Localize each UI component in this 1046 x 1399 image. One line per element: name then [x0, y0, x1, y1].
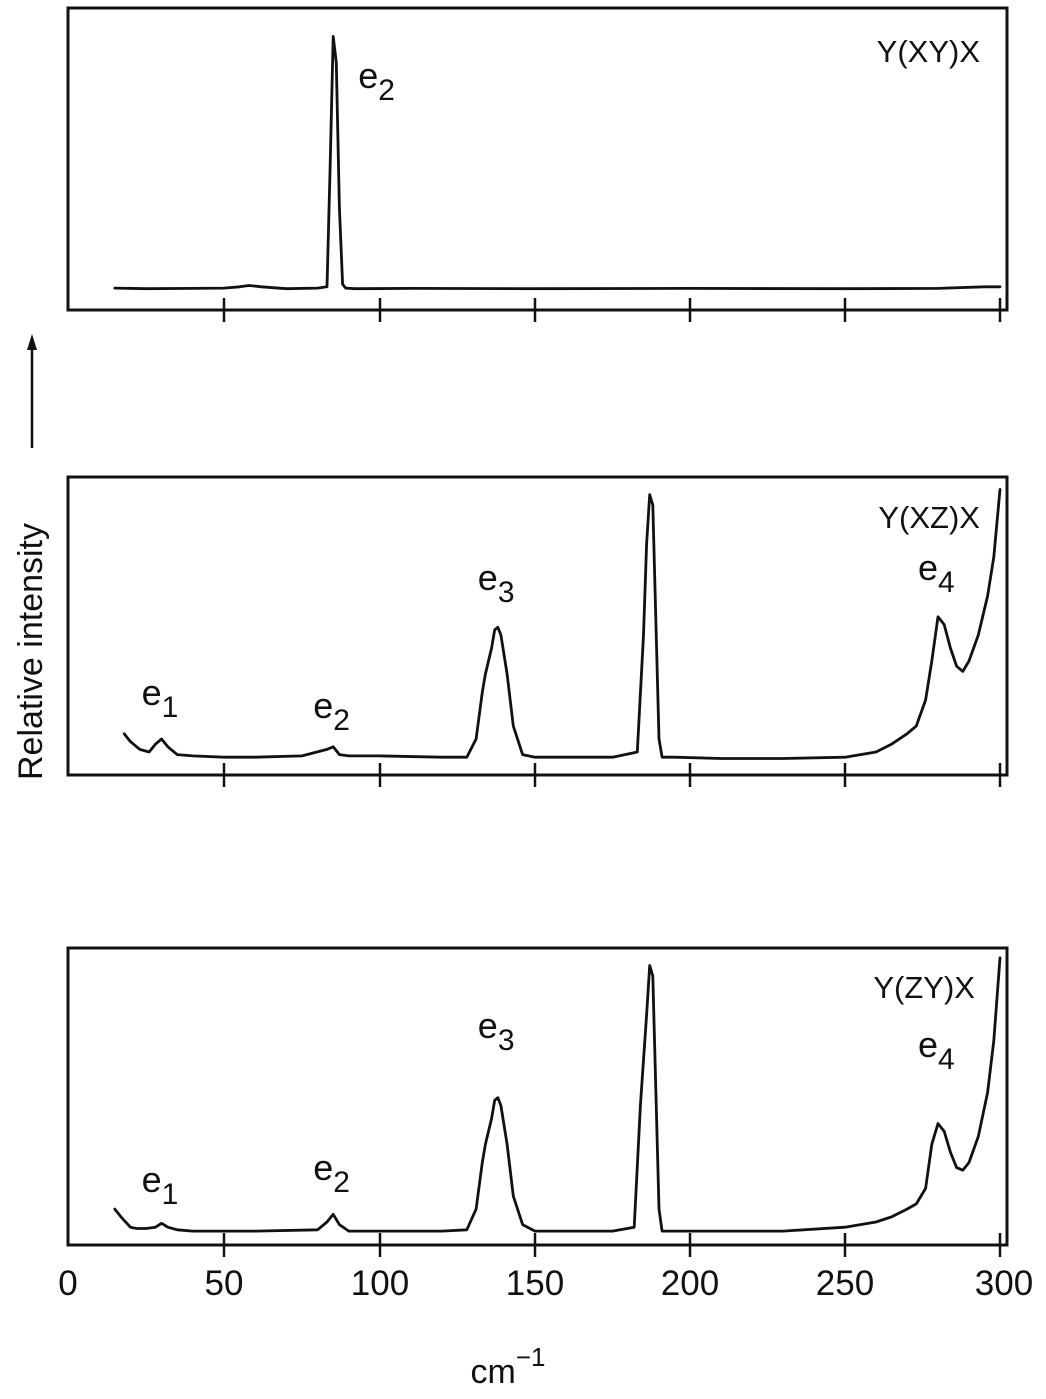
peak-label: e2 — [313, 685, 350, 737]
x-tick-label: 150 — [506, 1264, 564, 1303]
peak-label-base: e — [478, 1005, 498, 1046]
peak-label: e2 — [313, 1147, 350, 1199]
x-tick-label: 250 — [816, 1264, 874, 1303]
peak-label-base: e — [358, 55, 378, 96]
plot-frame — [66, 6, 1009, 312]
x-tick-label: 200 — [661, 1264, 719, 1303]
x-tick-label: 0 — [58, 1264, 77, 1303]
spectrum-line — [122, 488, 1002, 760]
peak-label-base: e — [313, 685, 333, 726]
peak-label-subscript: 4 — [938, 1043, 955, 1076]
x-axis-label-exponent: −1 — [516, 1342, 546, 1372]
peak-label: e3 — [478, 1005, 515, 1057]
panel-xy: Y(XY)X e2 — [66, 6, 1009, 322]
peak-label-subscript: 2 — [333, 704, 350, 737]
peak-label-base: e — [142, 672, 162, 713]
peak-label-base: e — [918, 547, 938, 588]
peak-label-base: e — [918, 1024, 938, 1065]
spectrum-line — [113, 956, 1002, 1233]
peak-label-subscript: 1 — [162, 691, 179, 724]
peak-label-subscript: 1 — [162, 1178, 179, 1211]
peak-label: e1 — [142, 1159, 179, 1211]
y-axis-arrow-head — [27, 334, 37, 350]
peak-label-subscript: 2 — [333, 1166, 350, 1199]
peak-label-subscript: 2 — [378, 74, 395, 107]
panel-label: Y(ZY)X — [873, 970, 975, 1005]
peak-label: e1 — [142, 672, 179, 724]
peak-label: e3 — [478, 557, 515, 609]
peak-label-subscript: 3 — [498, 1024, 515, 1057]
plot-frame — [66, 475, 1009, 777]
x-axis-label: cm−1 — [471, 1342, 546, 1391]
peak-label: e2 — [358, 55, 395, 107]
x-tick-label: 100 — [351, 1264, 409, 1303]
peak-label: e4 — [918, 1024, 955, 1076]
panel-label: Y(XZ)X — [878, 500, 980, 535]
peak-label-subscript: 3 — [498, 576, 515, 609]
x-tick-label: 50 — [205, 1264, 244, 1303]
y-axis-label: Relative intensity — [12, 523, 50, 780]
x-axis-label-base: cm — [471, 1353, 516, 1391]
peak-label: e4 — [918, 547, 955, 599]
plot-frame — [66, 946, 1009, 1247]
x-tick-label: 300 — [975, 1264, 1033, 1303]
peak-label-base: e — [142, 1159, 162, 1200]
peak-label-base: e — [478, 557, 498, 598]
peak-label-base: e — [313, 1147, 333, 1188]
spectrum-line — [113, 35, 1002, 291]
panel-label: Y(XY)X — [877, 34, 981, 69]
x-tick-labels: 0 50 100 150 200 250 300 — [58, 1264, 1033, 1303]
peak-label-subscript: 4 — [938, 566, 955, 599]
